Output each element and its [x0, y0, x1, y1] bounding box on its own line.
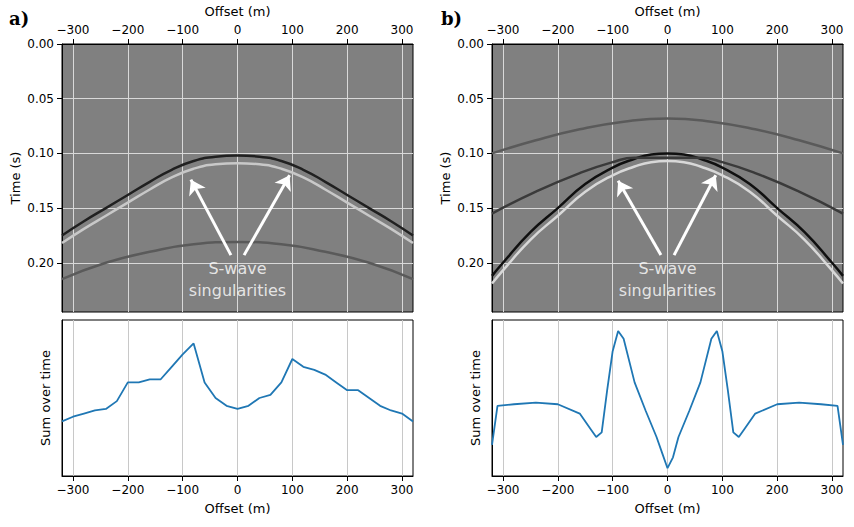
- svg-text:Time (s): Time (s): [438, 152, 453, 206]
- svg-text:b): b): [441, 8, 462, 29]
- svg-text:−200: −200: [111, 23, 144, 37]
- svg-text:a): a): [9, 8, 29, 29]
- svg-text:Offset (m): Offset (m): [205, 4, 271, 19]
- svg-text:0.20: 0.20: [457, 256, 484, 270]
- svg-text:300: 300: [391, 483, 414, 497]
- svg-text:Offset (m): Offset (m): [635, 501, 701, 516]
- svg-text:200: 200: [336, 23, 359, 37]
- svg-text:−100: −100: [166, 483, 199, 497]
- svg-text:300: 300: [391, 23, 414, 37]
- svg-text:0.05: 0.05: [457, 92, 484, 106]
- svg-text:0.15: 0.15: [27, 201, 54, 215]
- svg-text:−300: −300: [56, 483, 89, 497]
- svg-text:300: 300: [821, 23, 844, 37]
- svg-text:−100: −100: [166, 23, 199, 37]
- svg-text:100: 100: [281, 23, 304, 37]
- svg-text:0: 0: [234, 23, 242, 37]
- svg-text:−100: −100: [596, 23, 629, 37]
- svg-text:200: 200: [766, 483, 789, 497]
- svg-text:−200: −200: [541, 23, 574, 37]
- svg-text:Sum over time: Sum over time: [38, 350, 53, 446]
- svg-text:singularities: singularities: [619, 281, 716, 300]
- svg-text:−200: −200: [111, 483, 144, 497]
- svg-text:Time (s): Time (s): [8, 152, 23, 206]
- svg-text:−300: −300: [486, 483, 519, 497]
- svg-text:Offset (m): Offset (m): [635, 4, 701, 19]
- svg-text:−300: −300: [486, 23, 519, 37]
- svg-text:0.20: 0.20: [27, 256, 54, 270]
- svg-text:S-wave: S-wave: [638, 259, 696, 278]
- svg-text:0.00: 0.00: [457, 37, 484, 51]
- svg-text:0: 0: [234, 483, 242, 497]
- svg-text:singularities: singularities: [189, 281, 286, 300]
- svg-text:100: 100: [711, 483, 734, 497]
- svg-text:0: 0: [664, 483, 672, 497]
- svg-text:200: 200: [336, 483, 359, 497]
- svg-text:−300: −300: [56, 23, 89, 37]
- svg-text:100: 100: [711, 23, 734, 37]
- svg-text:−100: −100: [596, 483, 629, 497]
- svg-text:200: 200: [766, 23, 789, 37]
- svg-text:0: 0: [664, 23, 672, 37]
- svg-text:0.10: 0.10: [27, 146, 54, 160]
- svg-text:0.05: 0.05: [27, 92, 54, 106]
- svg-text:100: 100: [281, 483, 304, 497]
- svg-text:−200: −200: [541, 483, 574, 497]
- svg-text:S-wave: S-wave: [208, 259, 266, 278]
- svg-text:300: 300: [821, 483, 844, 497]
- svg-text:0.00: 0.00: [27, 37, 54, 51]
- svg-text:0.15: 0.15: [457, 201, 484, 215]
- svg-text:Offset (m): Offset (m): [205, 501, 271, 516]
- svg-text:Sum over time: Sum over time: [468, 350, 483, 446]
- svg-text:0.10: 0.10: [457, 146, 484, 160]
